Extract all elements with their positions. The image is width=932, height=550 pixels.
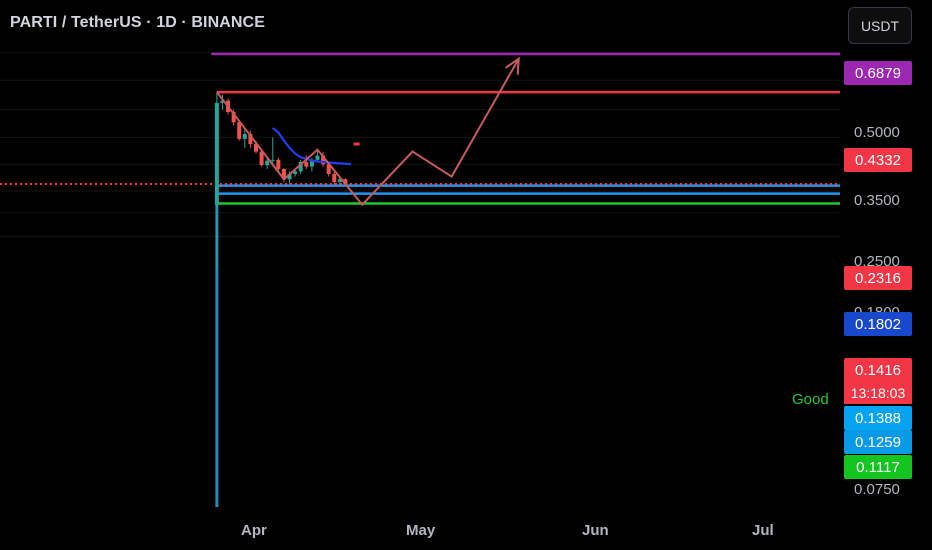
candle-body <box>332 173 337 183</box>
moving-average-series <box>272 127 352 166</box>
moving-average-line <box>272 127 352 166</box>
candle-body <box>220 100 225 103</box>
price-tag-blue-level-upper: 0.1388 <box>844 406 912 430</box>
bar-countdown: 13:18:03 <box>844 382 912 404</box>
y-tick-label: 0.2500 <box>854 253 900 270</box>
candle-body <box>259 151 264 166</box>
candle-body <box>237 122 242 139</box>
candle-body <box>276 159 281 169</box>
x-tick-label: Apr <box>241 522 267 539</box>
candle-body <box>270 159 275 161</box>
candle-body <box>298 162 303 172</box>
price-tag-green-level: 0.1117 <box>844 455 912 479</box>
candle-body <box>343 179 348 184</box>
y-tick-label: 0.3500 <box>854 192 900 209</box>
candle-body <box>287 173 292 180</box>
price-tag-red-level: 0.4332 <box>844 148 912 172</box>
candle-body <box>265 160 270 166</box>
candle-body <box>321 155 326 165</box>
candle-body <box>254 144 258 152</box>
horizontal-levels <box>0 52 840 507</box>
y-tick-label: 0.0750 <box>854 481 900 498</box>
candle-body <box>315 155 320 160</box>
x-tick-label: May <box>406 522 436 539</box>
currency-button[interactable]: USDT <box>848 7 912 44</box>
candle-body <box>326 164 331 174</box>
price-tag-moving-average: 0.1802 <box>844 312 912 336</box>
x-tick-label: Jul <box>752 522 774 539</box>
candle-body <box>337 179 342 183</box>
candle-body <box>214 102 219 205</box>
price-tag-blue-level-lower: 0.1259 <box>844 430 912 454</box>
candle-body <box>231 111 236 123</box>
price-grid <box>0 52 840 237</box>
projection-path <box>216 58 520 207</box>
projection-arrowhead <box>504 56 520 75</box>
candle-body <box>242 134 247 139</box>
candle-body <box>281 168 286 180</box>
candle-body <box>248 134 253 145</box>
good-level-label: Good <box>792 391 829 408</box>
x-tick-label: Jun <box>582 522 609 539</box>
y-tick-label: 0.5000 <box>854 124 900 141</box>
price-tag-marker: 0.2316 <box>844 266 912 290</box>
candle-body <box>293 171 298 174</box>
projection-drawing <box>216 56 520 207</box>
price-marker <box>353 142 360 146</box>
candlestick-series <box>214 92 348 267</box>
candle-body <box>304 162 309 167</box>
symbol-title: PARTI / TetherUS · 1D · BINANCE <box>10 14 265 31</box>
price-tag-purple-level: 0.6879 <box>844 61 912 85</box>
price-tag-last-price: 0.1416 <box>844 358 912 382</box>
candle-body <box>309 159 314 167</box>
